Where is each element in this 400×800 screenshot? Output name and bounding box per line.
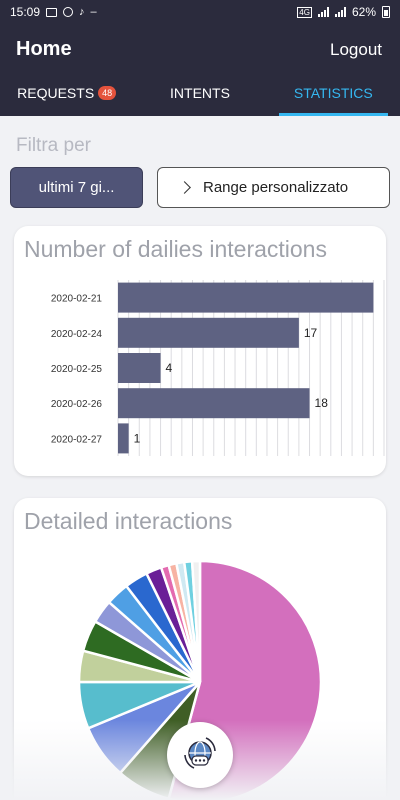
daily-interactions-card: Number of dailies interactions 2020-02-2…: [14, 226, 386, 476]
daily-interactions-chart: 2020-02-21 2020-02-24 17 2020-02-25 4 2020-02…: [51, 280, 385, 456]
tiktok-notification-icon: ♪: [79, 6, 85, 18]
battery-level: 62%: [351, 5, 376, 19]
custom-range-button[interactable]: Range personalizzato: [157, 167, 390, 208]
signal-2-icon: [334, 7, 346, 17]
data-label: 1: [134, 431, 141, 445]
logout-button[interactable]: Logout: [330, 40, 382, 59]
category-label: 2020-02-26: [51, 399, 103, 410]
status-bar: 15:09 ♪ – 4G 62%: [0, 0, 400, 24]
tab-requests[interactable]: REQUESTS 48: [0, 70, 133, 116]
period-select-button[interactable]: ultimi 7 gi...: [10, 167, 143, 208]
category-label: 2020-02-24: [51, 329, 103, 340]
more-notifications-icon: –: [90, 6, 97, 18]
chat-globe-icon: [184, 737, 216, 769]
bar: [118, 353, 161, 383]
data-label: 17: [304, 326, 318, 340]
tab-statistics[interactable]: STATISTICS: [267, 70, 400, 116]
filter-label: Filtra per: [16, 135, 91, 156]
tab-statistics-label: STATISTICS: [293, 85, 373, 101]
pie-slice: [190, 559, 202, 683]
battery-icon: [382, 6, 390, 18]
chat-fab-button[interactable]: [167, 722, 233, 788]
category-label: 2020-02-27: [51, 434, 103, 445]
whatsapp-notification-icon: [63, 7, 74, 17]
category-label: 2020-02-21: [51, 294, 103, 305]
data-label: 18: [315, 396, 329, 410]
status-time: 15:09: [10, 5, 41, 19]
tab-requests-label: REQUESTS: [17, 85, 95, 101]
network-type: 4G: [297, 6, 312, 18]
page-title: Home: [16, 38, 72, 60]
signal-icon: [317, 7, 329, 17]
daily-interactions-title: Number of dailies interactions: [24, 236, 327, 262]
detailed-interactions-title: Detailed interactions: [24, 508, 233, 534]
bar: [118, 388, 310, 419]
data-label: 4: [166, 361, 173, 375]
requests-count-badge: 48: [98, 86, 117, 100]
bar: [118, 282, 374, 313]
app-bar: Home Logout REQUESTS 48 INTENTS STATISTI…: [0, 24, 400, 116]
chevron-right-icon: [178, 181, 191, 194]
tab-intents-label: INTENTS: [170, 85, 230, 101]
tab-bar: REQUESTS 48 INTENTS STATISTICS: [0, 70, 400, 116]
period-select-label: ultimi 7 gi...: [38, 179, 115, 196]
category-label: 2020-02-25: [51, 364, 103, 375]
custom-range-label: Range personalizzato: [203, 179, 349, 196]
bar: [118, 423, 129, 454]
bar: [118, 317, 299, 348]
gallery-notification-icon: [46, 7, 58, 17]
tab-intents[interactable]: INTENTS: [133, 70, 266, 116]
